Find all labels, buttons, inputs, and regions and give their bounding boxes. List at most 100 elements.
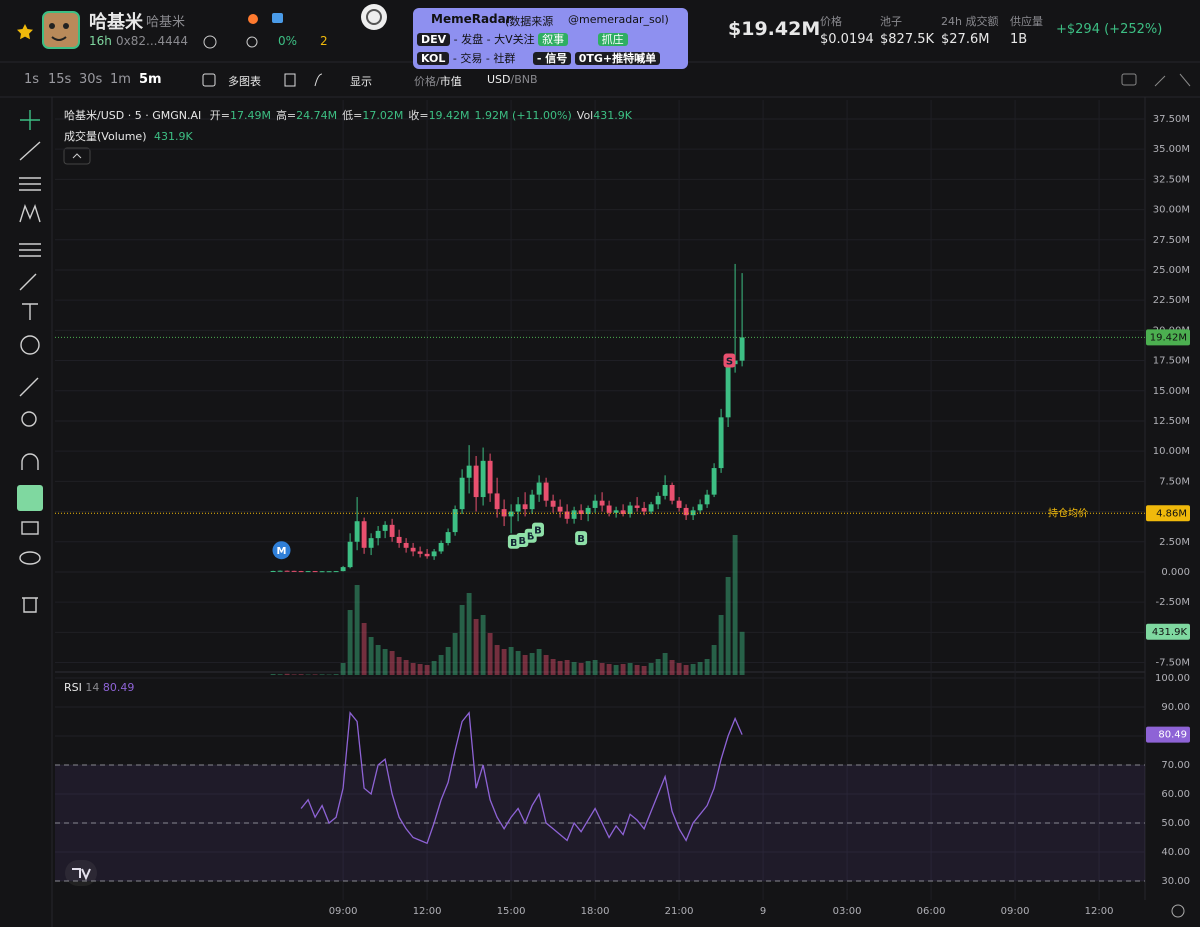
- candle-body: [452, 509, 458, 533]
- token-address[interactable]: 0x82...4444: [116, 34, 188, 48]
- collapse-button[interactable]: [63, 147, 91, 165]
- volume-bar: [277, 674, 283, 675]
- radar-title: MemeRadar: [431, 12, 512, 26]
- x-tick-label: 03:00: [833, 906, 862, 917]
- y-tick-label: 100.00: [1155, 673, 1190, 684]
- favorite-icon[interactable]: [17, 24, 33, 40]
- candle-body: [319, 571, 325, 573]
- volume-bar: [739, 631, 745, 675]
- candle-body: [473, 465, 479, 498]
- y-tick-label: 12.50M: [1153, 416, 1190, 427]
- search-icon[interactable]: [246, 36, 258, 48]
- interval[interactable]: 5m: [139, 72, 162, 87]
- tool-active[interactable]: [17, 485, 43, 511]
- interval[interactable]: 30s: [79, 72, 103, 87]
- stat-label: 24h 成交额: [941, 15, 999, 28]
- candle-body: [501, 509, 507, 517]
- volume-bar: [298, 674, 304, 675]
- stat-label: 价格: [820, 15, 842, 28]
- legend-value: 24.74M: [296, 109, 338, 122]
- volume-bar: [424, 665, 430, 675]
- y-tick-label: 30.00M: [1153, 205, 1190, 216]
- x-tick-label: 09:00: [329, 906, 358, 917]
- volume-bar: [732, 535, 738, 675]
- crown-count: 2: [320, 34, 328, 48]
- legend-value: 431.9K: [593, 109, 632, 122]
- candle-body: [648, 504, 654, 512]
- chart-legend: 哈基米/USD · 5 · GMGN.AI 开=17.49M 高=24.74M 低=…: [64, 107, 632, 123]
- interval[interactable]: 1m: [110, 72, 131, 87]
- legend-label: Vol: [576, 109, 594, 122]
- volume-bar: [473, 619, 479, 675]
- volume-bar: [340, 663, 346, 675]
- y-tick-label: -2.50M: [1155, 597, 1190, 608]
- candle-body: [431, 551, 437, 557]
- candle-body: [305, 571, 311, 573]
- token-age: 16h: [89, 34, 112, 48]
- radar-count-text: TG+推特喊单: [586, 52, 657, 65]
- stat-value: $827.5K: [880, 32, 935, 47]
- volume-bar: [333, 674, 339, 675]
- opt: 价格: [414, 75, 436, 88]
- rsi-last: 80.49: [102, 681, 135, 694]
- volume-bar: [697, 662, 703, 675]
- candle-body: [333, 571, 339, 573]
- candle-body: [508, 511, 514, 517]
- stat-value: $0.0194: [820, 32, 874, 47]
- volume-bar: [438, 655, 444, 675]
- fx-icon[interactable]: [314, 73, 323, 87]
- legend-label: 低=: [342, 109, 363, 122]
- candle-body: [480, 460, 486, 498]
- display-menu[interactable]: 显示: [350, 75, 372, 88]
- volume-bar: [312, 674, 318, 675]
- candle-body: [389, 524, 395, 537]
- y-tick-label: 7.50M: [1159, 476, 1190, 487]
- y-tick-label: 30.00: [1161, 876, 1190, 887]
- volume-bar: [669, 660, 675, 675]
- radar-tag: 叙事: [538, 33, 569, 46]
- holder-pct: 0%: [278, 34, 298, 48]
- candle-body: [340, 567, 346, 572]
- x-tick-label: 09:00: [1001, 906, 1030, 917]
- candle-body: [669, 484, 675, 501]
- x-tick-label: 18:00: [581, 906, 610, 917]
- volume-bar: [627, 663, 633, 675]
- y-tick-label: 50.00: [1161, 818, 1190, 829]
- rsi-legend: RSI 14 80.49: [64, 681, 134, 694]
- radar-count-num: 0: [578, 52, 587, 65]
- settings-icon[interactable]: [1171, 904, 1185, 918]
- price-mode[interactable]: 价格/市值: [414, 73, 462, 89]
- interval[interactable]: 15s: [48, 72, 72, 87]
- stat-value: 1B: [1010, 32, 1028, 47]
- volume-bar: [718, 615, 724, 675]
- drawing-tools[interactable]: [19, 110, 41, 613]
- sep: /: [510, 73, 515, 86]
- candle-body: [571, 510, 577, 519]
- volume-bar: [543, 655, 549, 675]
- candle-body: [515, 504, 521, 512]
- x-tick-label: 21:00: [665, 906, 694, 917]
- indicator-icon[interactable]: [284, 73, 296, 87]
- expand-icons[interactable]: [1154, 73, 1191, 87]
- candle-body: [529, 494, 535, 510]
- multi-chart[interactable]: 多图表: [228, 75, 261, 88]
- tv-logo-mark: [72, 868, 91, 881]
- currency[interactable]: USD/BNB: [487, 73, 538, 86]
- y-tick-label: 90.00: [1161, 702, 1190, 713]
- y-tick-label: 70.00: [1161, 760, 1190, 771]
- stat-label: 池子: [880, 15, 902, 28]
- radar-tag: 抓庄: [597, 33, 628, 46]
- add-chart-icon[interactable]: [202, 73, 216, 87]
- market-cap: $19.42M: [728, 18, 821, 40]
- radar-panel[interactable]: MemeRadar (数据来源 @memeradar_sol) DEV - 发盘…: [413, 8, 688, 69]
- candle-body: [284, 570, 290, 572]
- camera-icon[interactable]: [1121, 73, 1137, 86]
- volume-bar: [550, 659, 556, 675]
- volume-bar: [396, 657, 402, 675]
- sep: /: [436, 75, 440, 88]
- interval[interactable]: 1s: [24, 72, 40, 87]
- collapse-icon: [72, 153, 82, 159]
- radar-logo[interactable]: [361, 4, 387, 30]
